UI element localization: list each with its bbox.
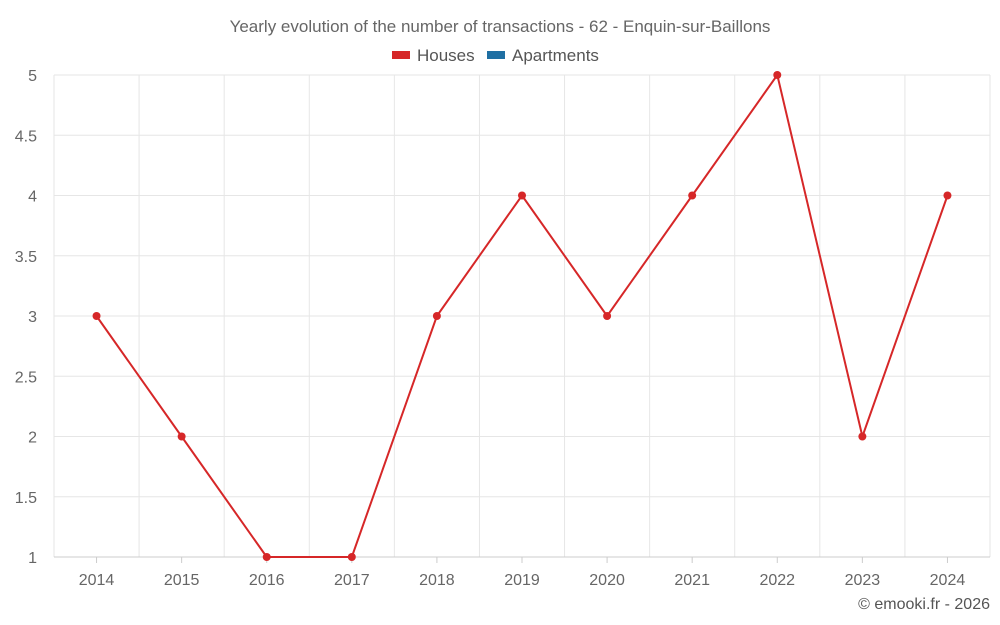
x-tick-label: 2017 bbox=[334, 572, 370, 589]
y-tick-label: 3.5 bbox=[15, 249, 37, 266]
data-point-houses[interactable] bbox=[943, 191, 952, 200]
legend-label-houses[interactable]: Houses bbox=[417, 46, 475, 65]
x-tick-label: 2014 bbox=[79, 572, 115, 589]
y-tick-label: 1 bbox=[28, 550, 37, 567]
data-point-houses[interactable] bbox=[773, 71, 782, 79]
y-tick-label: 1.5 bbox=[15, 490, 37, 507]
y-tick-label: 3 bbox=[28, 309, 37, 326]
x-tick-label: 2020 bbox=[589, 572, 625, 589]
data-point-houses[interactable] bbox=[262, 553, 271, 561]
y-tick-label: 4.5 bbox=[15, 128, 37, 145]
data-point-houses[interactable] bbox=[518, 191, 526, 200]
x-tick-label: 2019 bbox=[504, 572, 540, 589]
data-point-houses[interactable] bbox=[688, 191, 697, 200]
grid bbox=[53, 74, 991, 558]
data-point-houses[interactable] bbox=[92, 312, 101, 320]
legend-label-apartments[interactable]: Apartments bbox=[512, 46, 599, 65]
legend-swatch-apartments bbox=[487, 51, 505, 59]
y-tick-label: 5 bbox=[28, 68, 37, 85]
chart-title: Yearly evolution of the number of transa… bbox=[230, 17, 771, 36]
x-tick-label: 2021 bbox=[674, 572, 710, 589]
legend: Houses Apartments bbox=[392, 46, 599, 65]
y-tick-label: 2 bbox=[28, 430, 37, 447]
x-tick-label: 2016 bbox=[249, 572, 285, 589]
data-point-houses[interactable] bbox=[603, 312, 612, 320]
data-point-houses[interactable] bbox=[177, 432, 186, 441]
legend-swatch-houses bbox=[392, 51, 410, 59]
series bbox=[92, 71, 952, 561]
x-tick-label: 2024 bbox=[930, 572, 966, 589]
x-tick-label: 2022 bbox=[759, 572, 795, 589]
axes: 1 1.5 2 2.5 3 3.5 4 4.5 5 2014 2015 2016 2017 2018 201… bbox=[15, 68, 990, 589]
x-tick-label: 2023 bbox=[845, 572, 881, 589]
x-tick-label: 2015 bbox=[164, 572, 200, 589]
y-tick-label: 4 bbox=[28, 189, 37, 206]
x-tick-label: 2018 bbox=[419, 572, 455, 589]
credit-text: © emooki.fr - 2026 bbox=[858, 596, 990, 613]
y-tick-label: 2.5 bbox=[15, 369, 37, 386]
data-point-houses[interactable] bbox=[858, 432, 867, 441]
data-point-houses[interactable] bbox=[432, 312, 441, 320]
data-point-houses[interactable] bbox=[347, 553, 356, 561]
